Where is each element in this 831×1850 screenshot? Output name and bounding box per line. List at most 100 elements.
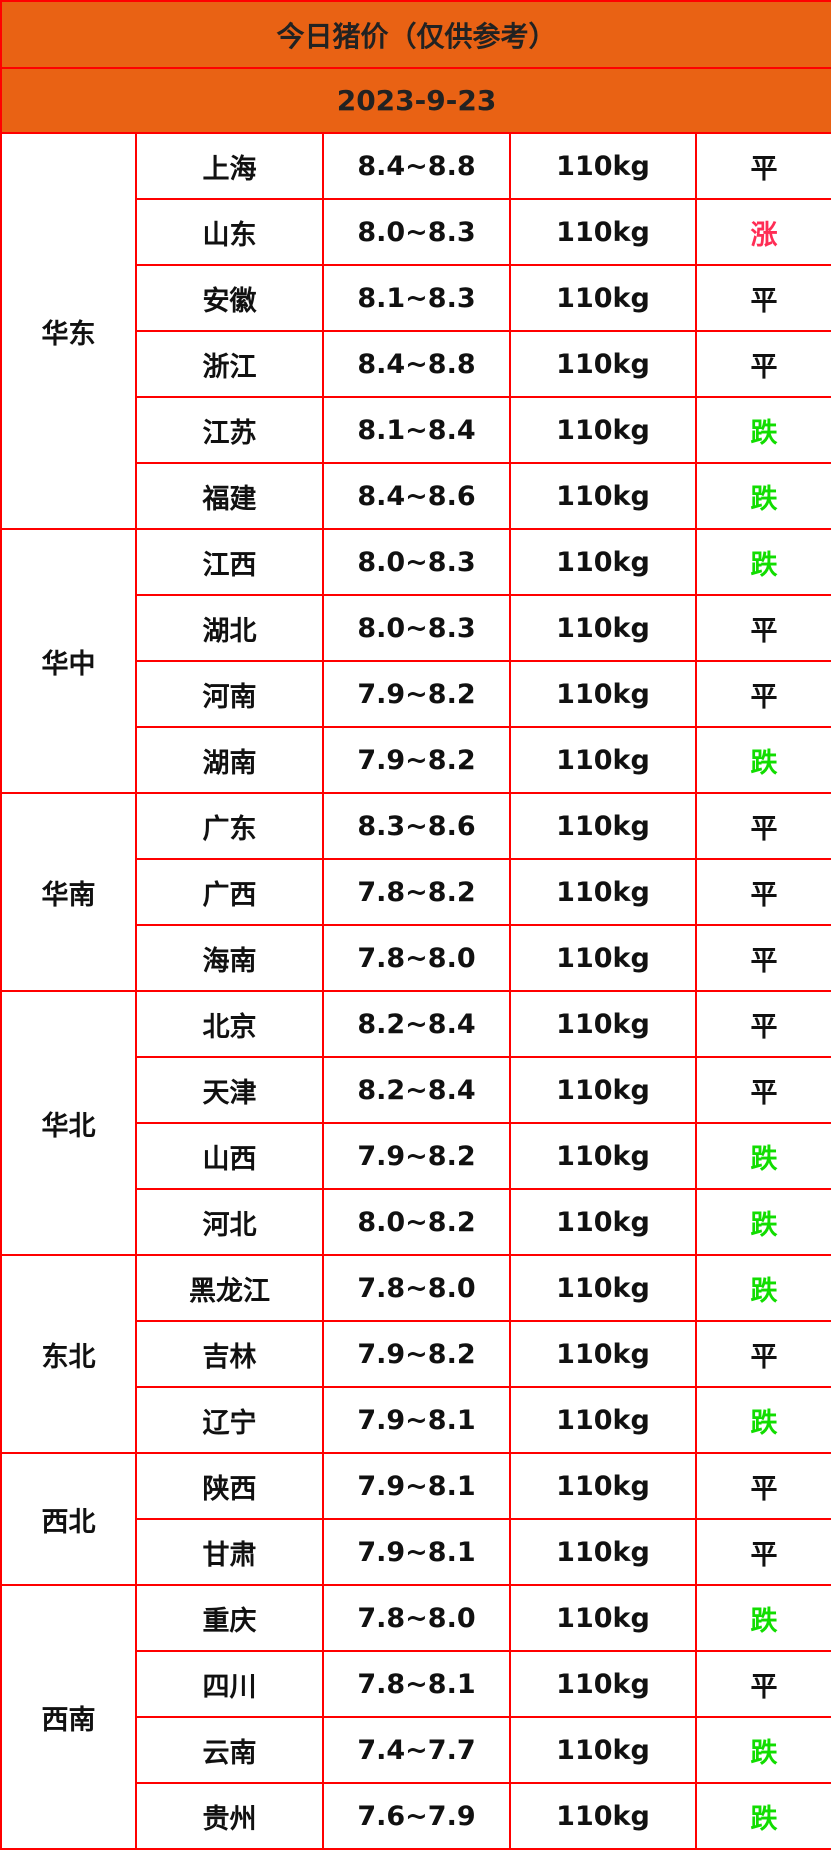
table-row: 贵州 7.6~7.9 110kg 跌 [1,1782,831,1850]
price-cell: 7.6~7.9 [322,1782,511,1850]
weight-cell: 110kg [509,264,697,332]
province-cell: 上海 [135,132,324,200]
weight-cell: 110kg [509,462,697,530]
province-cell: 河南 [135,660,324,728]
price-cell: 7.9~8.2 [322,1320,511,1388]
province-cell: 江苏 [135,396,324,464]
trend-cell: 平 [694,660,831,728]
province-cell: 海南 [135,924,324,992]
trend-cell: 跌 [694,528,831,596]
weight-cell: 110kg [509,1518,697,1586]
weight-cell: 110kg [509,1716,697,1784]
trend-cell: 平 [694,1518,831,1586]
trend-cell: 平 [694,264,831,332]
trend-cell: 跌 [694,1386,831,1454]
weight-cell: 110kg [509,1584,697,1652]
province-cell: 辽宁 [135,1386,324,1454]
weight-cell: 110kg [509,198,697,266]
price-cell: 7.8~8.1 [322,1650,511,1718]
trend-cell: 跌 [694,726,831,794]
trend-cell: 跌 [694,1782,831,1850]
trend-cell: 平 [694,792,831,860]
table-title: 今日猪价（仅供参考） [0,0,831,69]
weight-cell: 110kg [509,1254,697,1322]
price-cell: 8.0~8.3 [322,198,511,266]
weight-cell: 110kg [509,726,697,794]
price-cell: 7.8~8.0 [322,924,511,992]
province-cell: 河北 [135,1188,324,1256]
region-cell: 东北 [0,1254,137,1454]
price-cell: 8.0~8.2 [322,1188,511,1256]
weight-cell: 110kg [509,1782,697,1850]
trend-cell: 平 [694,1452,831,1520]
province-cell: 重庆 [135,1584,324,1652]
table-row: 华南 广东 8.3~8.6 110kg 平 [0,792,831,992]
table-row: 华北 北京 8.2~8.4 110kg 平 [0,990,831,1256]
weight-cell: 110kg [509,858,697,926]
price-cell: 8.3~8.6 [322,792,511,860]
price-cell: 7.9~8.2 [322,726,511,794]
trend-cell: 平 [694,990,831,1058]
province-cell: 云南 [135,1716,324,1784]
weight-cell: 110kg [509,924,697,992]
price-cell: 7.8~8.0 [322,1584,511,1652]
weight-cell: 110kg [509,1056,697,1124]
price-cell: 8.2~8.4 [322,990,511,1058]
table-row: 河南 7.9~8.2 110kg 平 [1,660,831,728]
price-cell: 8.4~8.8 [322,132,511,200]
weight-cell: 110kg [509,1650,697,1718]
weight-cell: 110kg [509,330,697,398]
price-cell: 7.8~8.2 [322,858,511,926]
province-cell: 天津 [135,1056,324,1124]
table-row: 海南 7.8~8.0 110kg 平 [1,924,831,992]
province-cell: 四川 [135,1650,324,1718]
weight-cell: 110kg [509,792,697,860]
region-cell: 华东 [0,132,137,530]
price-cell: 8.1~8.4 [322,396,511,464]
table-row: 江苏 8.1~8.4 110kg 跌 [1,396,831,464]
table-row: 辽宁 7.9~8.1 110kg 跌 [1,1386,831,1454]
table-row: 西北 陕西 7.9~8.1 110kg 平 [0,1452,831,1586]
province-cell: 陕西 [135,1452,324,1520]
province-cell: 江西 [135,528,324,596]
trend-cell: 平 [694,1320,831,1388]
weight-cell: 110kg [509,990,697,1058]
province-cell: 安徽 [135,264,324,332]
province-cell: 浙江 [135,330,324,398]
weight-cell: 110kg [509,660,697,728]
region-cell: 华中 [0,528,137,794]
price-cell: 7.9~8.1 [322,1518,511,1586]
trend-cell: 跌 [694,1584,831,1652]
region-cell: 西北 [0,1452,137,1586]
trend-cell: 跌 [694,1188,831,1256]
price-cell: 7.9~8.1 [322,1452,511,1520]
province-cell: 吉林 [135,1320,324,1388]
table-row: 安徽 8.1~8.3 110kg 平 [1,264,831,332]
price-cell: 8.0~8.3 [322,594,511,662]
province-cell: 贵州 [135,1782,324,1850]
price-cell: 7.9~8.1 [322,1386,511,1454]
table-row: 湖南 7.9~8.2 110kg 跌 [1,726,831,794]
trend-cell: 涨 [694,198,831,266]
weight-cell: 110kg [509,1122,697,1190]
region-cell: 华南 [0,792,137,992]
trend-cell: 平 [694,1650,831,1718]
table-row: 湖北 8.0~8.3 110kg 平 [1,594,831,662]
province-cell: 福建 [135,462,324,530]
province-cell: 甘肃 [135,1518,324,1586]
trend-cell: 跌 [694,462,831,530]
table-date: 2023-9-23 [0,67,831,134]
trend-cell: 平 [694,858,831,926]
price-cell: 7.4~7.7 [322,1716,511,1784]
weight-cell: 110kg [509,1452,697,1520]
trend-cell: 跌 [694,1254,831,1322]
table-row: 福建 8.4~8.6 110kg 跌 [1,462,831,530]
trend-cell: 平 [694,330,831,398]
province-cell: 黑龙江 [135,1254,324,1322]
table-row: 甘肃 7.9~8.1 110kg 平 [1,1518,831,1586]
price-cell: 8.4~8.6 [322,462,511,530]
table-row: 天津 8.2~8.4 110kg 平 [1,1056,831,1124]
table-row: 西南 重庆 7.8~8.0 110kg 跌 [0,1584,831,1850]
region-cell: 华北 [0,990,137,1256]
